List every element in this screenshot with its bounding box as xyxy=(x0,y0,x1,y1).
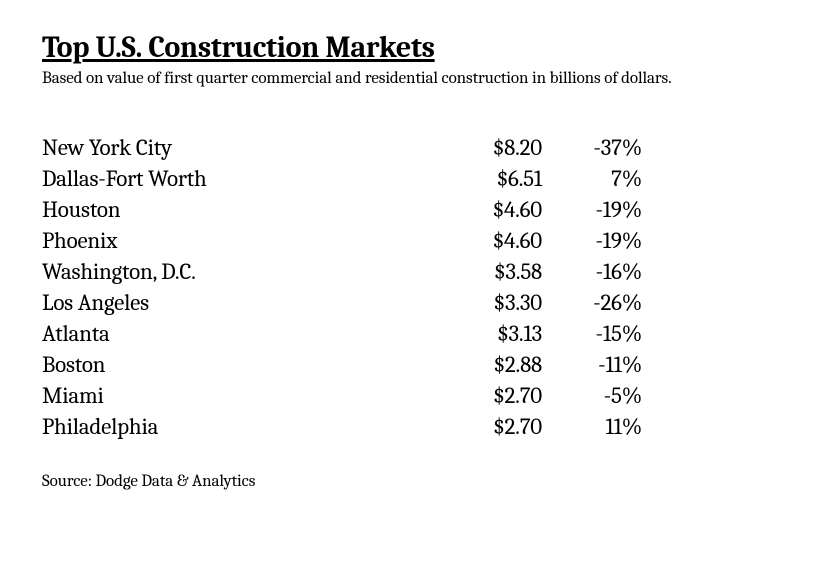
page-title: Top U.S. Construction Markets xyxy=(42,30,788,65)
city-cell: Phoenix xyxy=(42,225,452,256)
value-cell: $6.51 xyxy=(452,163,542,194)
page-subtitle: Based on value of first quarter commerci… xyxy=(42,69,788,88)
table-row: Atlanta $3.13 -15% xyxy=(42,318,788,349)
city-cell: Boston xyxy=(42,349,452,380)
city-cell: Los Angeles xyxy=(42,287,452,318)
table-row: Los Angeles $3.30 -26% xyxy=(42,287,788,318)
markets-table: New York City $8.20 -37% Dallas-Fort Wor… xyxy=(42,132,788,442)
city-cell: Houston xyxy=(42,194,452,225)
value-cell: $4.60 xyxy=(452,225,542,256)
value-cell: $3.58 xyxy=(452,256,542,287)
city-cell: Dallas-Fort Worth xyxy=(42,163,452,194)
change-cell: -16% xyxy=(542,256,642,287)
value-cell: $2.70 xyxy=(452,380,542,411)
city-cell: Washington, D.C. xyxy=(42,256,452,287)
value-cell: $8.20 xyxy=(452,132,542,163)
table-row: New York City $8.20 -37% xyxy=(42,132,788,163)
table-row: Dallas-Fort Worth $6.51 7% xyxy=(42,163,788,194)
table-row: Miami $2.70 -5% xyxy=(42,380,788,411)
change-cell: -19% xyxy=(542,194,642,225)
city-cell: Atlanta xyxy=(42,318,452,349)
table-row: Philadelphia $2.70 11% xyxy=(42,411,788,442)
change-cell: -5% xyxy=(542,380,642,411)
value-cell: $2.70 xyxy=(452,411,542,442)
change-cell: -37% xyxy=(542,132,642,163)
change-cell: -11% xyxy=(542,349,642,380)
change-cell: 7% xyxy=(542,163,642,194)
city-cell: Philadelphia xyxy=(42,411,452,442)
value-cell: $2.88 xyxy=(452,349,542,380)
table-row: Boston $2.88 -11% xyxy=(42,349,788,380)
table-row: Washington, D.C. $3.58 -16% xyxy=(42,256,788,287)
value-cell: $3.13 xyxy=(452,318,542,349)
city-cell: New York City xyxy=(42,132,452,163)
change-cell: -15% xyxy=(542,318,642,349)
value-cell: $4.60 xyxy=(452,194,542,225)
table-row: Houston $4.60 -19% xyxy=(42,194,788,225)
source-note: Source: Dodge Data & Analytics xyxy=(42,472,788,491)
change-cell: -19% xyxy=(542,225,642,256)
city-cell: Miami xyxy=(42,380,452,411)
change-cell: -26% xyxy=(542,287,642,318)
value-cell: $3.30 xyxy=(452,287,542,318)
table-row: Phoenix $4.60 -19% xyxy=(42,225,788,256)
change-cell: 11% xyxy=(542,411,642,442)
